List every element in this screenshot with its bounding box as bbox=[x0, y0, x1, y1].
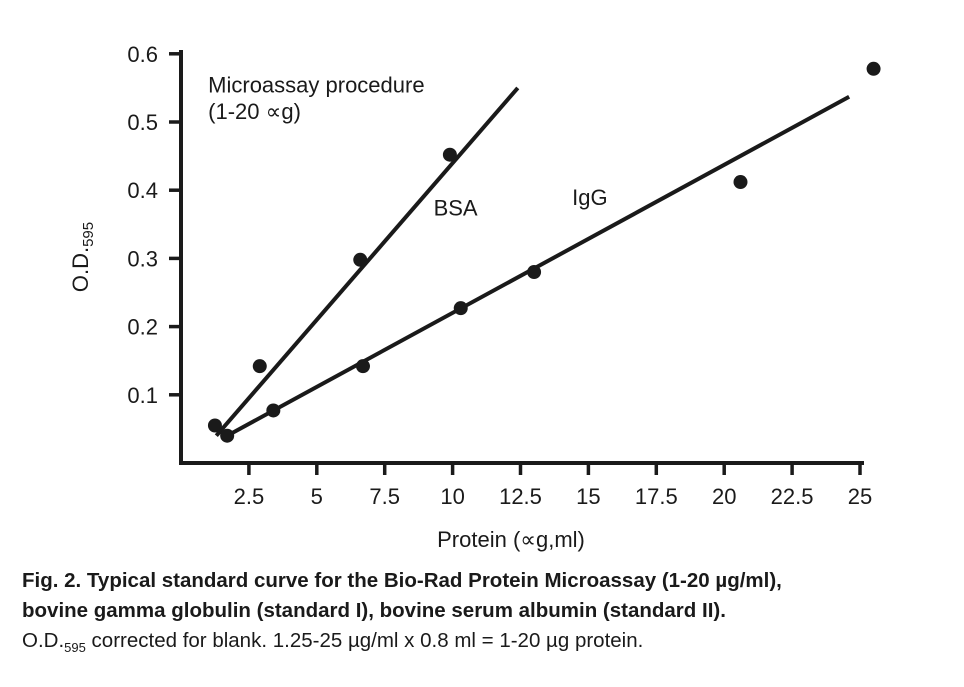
igg-data-point bbox=[453, 301, 468, 316]
bsa-data-point bbox=[252, 359, 267, 374]
caption-line-3-rest: corrected for blank. 1.25-25 µg/ml x 0.8… bbox=[85, 629, 644, 652]
igg-data-point bbox=[355, 359, 370, 374]
caption-line-1: Fig. 2. Typical standard curve for the B… bbox=[22, 569, 782, 592]
data-points bbox=[207, 61, 881, 443]
y-axis-label-main: O.D. bbox=[68, 247, 93, 292]
x-ticks: 2.5 5 7.5 10 12.5 15 17.5 20 22.5 25 bbox=[234, 463, 872, 509]
bsa-data-point bbox=[207, 418, 222, 433]
igg-data-point bbox=[733, 175, 748, 190]
caption-line-3-subscript: 595 bbox=[64, 640, 86, 655]
figure-caption: Fig. 2. Typical standard curve for the B… bbox=[22, 566, 952, 656]
y-axis-label-subscript: 595 bbox=[80, 222, 97, 247]
x-tick-label: 7.5 bbox=[369, 484, 400, 509]
x-tick-label: 22.5 bbox=[771, 484, 814, 509]
y-tick-label: 0.3 bbox=[127, 246, 158, 271]
igg-data-point bbox=[866, 61, 881, 76]
caption-line-2: bovine gamma globulin (standard I), bovi… bbox=[22, 599, 726, 622]
caption-line-3: O.D.595 corrected for blank. 1.25-25 µg/… bbox=[22, 626, 952, 656]
igg-fit-line bbox=[226, 95, 851, 438]
x-tick-label: 10 bbox=[440, 484, 464, 509]
x-tick-label: 15 bbox=[576, 484, 600, 509]
x-tick-label: 17.5 bbox=[635, 484, 678, 509]
bsa-fit-line bbox=[214, 86, 520, 438]
x-tick-label: 25 bbox=[848, 484, 872, 509]
x-tick-label: 2.5 bbox=[234, 484, 265, 509]
igg-data-point bbox=[220, 428, 235, 443]
bsa-data-point bbox=[353, 252, 368, 267]
igg-data-point bbox=[527, 265, 542, 280]
x-axis-label: Protein (∝g,ml) bbox=[437, 527, 585, 552]
y-axis-label: O.D.595 bbox=[68, 222, 97, 292]
standard-curve-chart: 0.1 0.2 0.3 0.4 0.5 0.6 2.5 5 7.5 10 12.5 15 17.5 20… bbox=[68, 42, 881, 552]
y-tick-label: 0.2 bbox=[127, 315, 158, 340]
annotation-text-2: (1-20 ∝g) bbox=[208, 99, 301, 124]
y-tick-label: 0.5 bbox=[127, 110, 158, 135]
y-tick-label: 0.4 bbox=[127, 178, 158, 203]
chart-labels: O.D.595 Protein (∝g,ml) BSA IgG Microassay… bbox=[68, 72, 608, 552]
y-tick-label: 0.1 bbox=[127, 383, 158, 408]
bsa-series-label: BSA bbox=[434, 195, 478, 220]
y-tick-label: 0.6 bbox=[127, 42, 158, 67]
annotation-text-1: Microassay procedure bbox=[208, 72, 424, 97]
fit-lines bbox=[214, 86, 851, 438]
igg-series-label: IgG bbox=[572, 185, 607, 210]
caption-line-3-prefix: O.D. bbox=[22, 629, 65, 652]
y-ticks: 0.1 0.2 0.3 0.4 0.5 0.6 bbox=[127, 42, 181, 408]
bsa-data-point bbox=[442, 147, 457, 162]
x-tick-label: 12.5 bbox=[499, 484, 542, 509]
x-tick-label: 20 bbox=[712, 484, 736, 509]
igg-data-point bbox=[266, 403, 281, 418]
x-tick-label: 5 bbox=[311, 484, 323, 509]
